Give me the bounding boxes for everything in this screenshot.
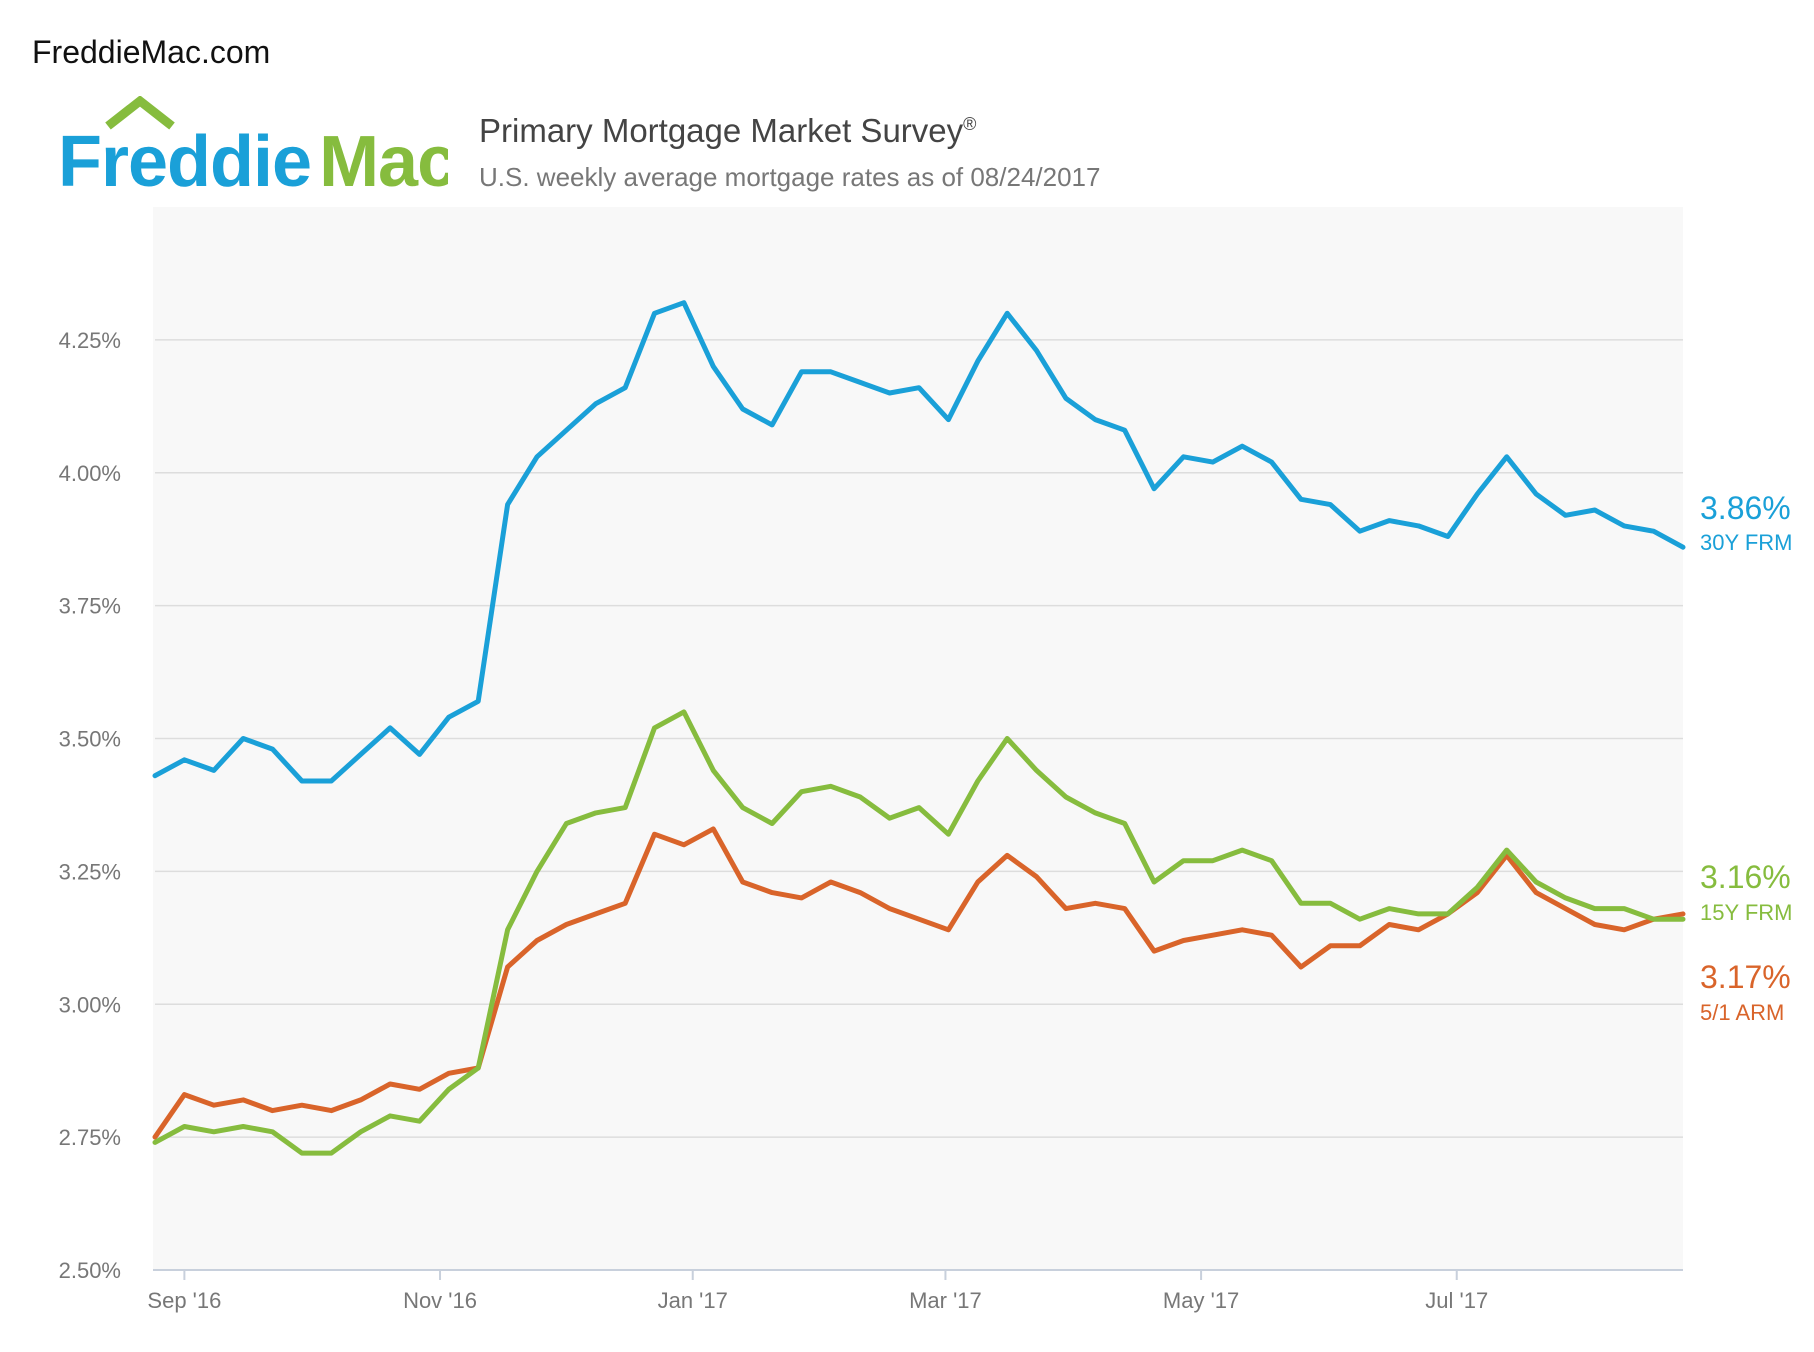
logo-word-freddie: Freddie: [58, 122, 311, 202]
x-tick-label: Jul '17: [1425, 1288, 1488, 1313]
x-tick-label: Mar '17: [909, 1288, 982, 1313]
y-tick-label: 3.75%: [59, 594, 121, 619]
series-name-label: 15Y FRM: [1700, 900, 1793, 925]
series-lines: [152, 300, 1686, 1156]
y-tick-label: 2.75%: [59, 1125, 121, 1150]
end-value-label: 3.17%: [1700, 959, 1791, 995]
site-label[interactable]: FreddieMac.com: [32, 34, 271, 70]
series-name-label: 30Y FRM: [1700, 530, 1793, 555]
y-tick-label: 3.25%: [59, 859, 121, 884]
x-tick-label: Jan '17: [658, 1288, 728, 1313]
y-tick-label: 3.50%: [59, 727, 121, 752]
x-tick-label: Nov '16: [403, 1288, 477, 1313]
chart-title: Primary Mortgage Market Survey®: [479, 112, 977, 149]
gridlines: [155, 339, 1683, 1138]
logo-word-mac: Mac: [319, 122, 448, 202]
end-labels: 3.86% 30Y FRM 3.16% 15Y FRM 3.17% 5/1 ARM: [1700, 490, 1793, 1025]
x-tick-label: Sep '16: [147, 1288, 221, 1313]
freddie-mac-logo: Freddie Mac: [58, 96, 448, 202]
end-value-label: 3.16%: [1700, 859, 1791, 895]
registered-mark: ®: [963, 114, 977, 134]
y-tick-label: 4.00%: [59, 461, 121, 486]
y-tick-label: 2.50%: [59, 1258, 121, 1283]
y-tick-label: 3.00%: [59, 992, 121, 1017]
roof-icon: [105, 96, 175, 130]
series-name-label: 5/1 ARM: [1700, 1000, 1784, 1025]
svg-text:FreddieMac: Freddie Mac: [58, 122, 448, 202]
x-axis: Sep '16 Nov '16 Jan '17 Mar '17 May '17 Jul '…: [147, 1269, 1683, 1313]
end-value-label: 3.86%: [1700, 490, 1791, 526]
chart-subtitle: U.S. weekly average mortgage rates as of…: [479, 162, 1101, 192]
y-axis-ticks: 2.50% 2.75% 3.00% 3.25% 3.50% 3.75% 4.00% 4.25%: [59, 328, 121, 1283]
series-line-0: [152, 300, 1686, 784]
y-tick-label: 4.25%: [59, 328, 121, 353]
series-line-1: [152, 709, 1686, 1156]
x-tick-label: May '17: [1163, 1288, 1239, 1313]
series-line-2: [152, 826, 1686, 1140]
